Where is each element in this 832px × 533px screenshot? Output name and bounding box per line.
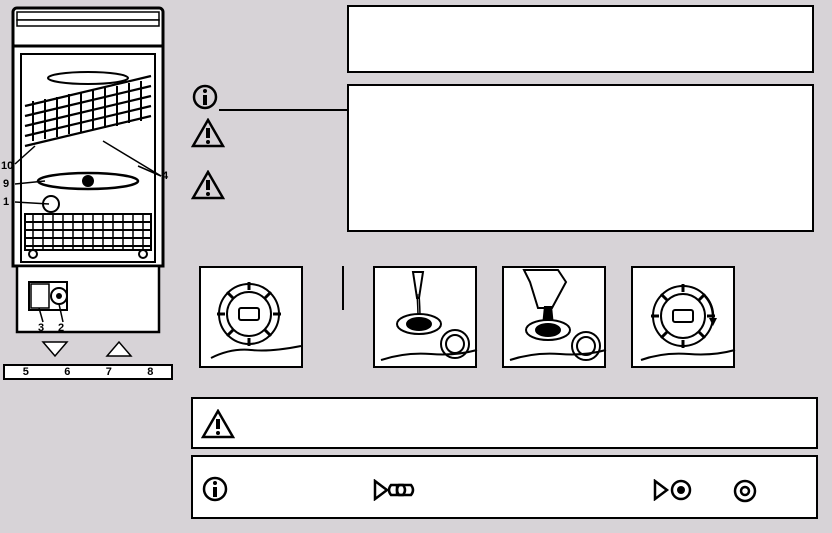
warning-icon-1 xyxy=(191,118,225,148)
step-divider xyxy=(342,266,344,310)
strip-label-5: 5 xyxy=(23,366,29,378)
content-box-1 xyxy=(347,84,814,232)
title-box xyxy=(347,5,814,73)
step-image-2 xyxy=(373,266,477,368)
callout-1: 1 xyxy=(3,196,9,208)
callout-4: 4 xyxy=(162,170,168,182)
step-image-4 xyxy=(631,266,735,368)
callout-10: 10 xyxy=(1,160,13,172)
info-box-bottom xyxy=(191,455,818,519)
callout-3: 3 xyxy=(38,322,44,334)
callout-9: 9 xyxy=(3,178,9,190)
callout-2: 2 xyxy=(58,322,64,334)
info-icon-2 xyxy=(201,475,229,503)
warning-icon-3 xyxy=(201,409,235,439)
play-dot-icon xyxy=(653,479,693,501)
warning-icon-2 xyxy=(191,170,225,200)
info-icon-1 xyxy=(191,83,219,111)
double-circle-icon xyxy=(733,479,757,503)
warning-box-bottom xyxy=(191,397,818,449)
strip-label-6: 6 xyxy=(64,366,70,378)
step-image-3 xyxy=(502,266,606,368)
strip-label-7: 7 xyxy=(106,366,112,378)
info-underline-1 xyxy=(219,109,347,111)
step-image-1 xyxy=(199,266,303,368)
dishwasher-diagram xyxy=(3,6,173,358)
bottom-label-strip: 5 6 7 8 xyxy=(3,364,173,380)
play-link-icon xyxy=(373,479,419,501)
strip-label-8: 8 xyxy=(147,366,153,378)
